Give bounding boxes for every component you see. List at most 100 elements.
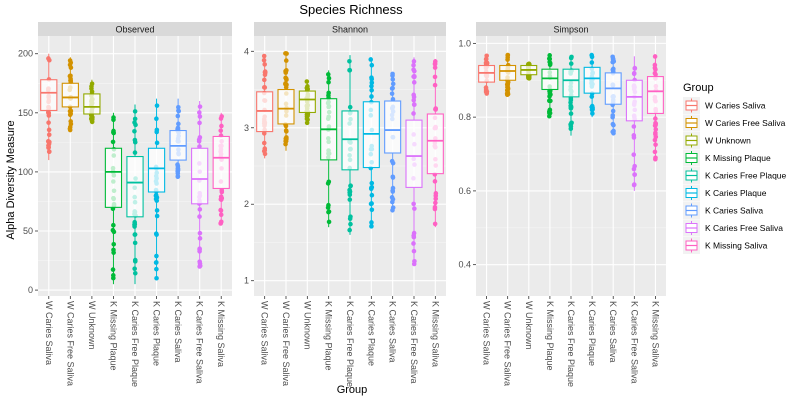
iqr-box <box>83 93 101 115</box>
data-point <box>132 128 137 134</box>
box-w-unknown <box>298 79 316 126</box>
x-tick-label: K Caries Saliva <box>608 301 618 363</box>
data-point <box>197 263 203 269</box>
strip-label: Shannon <box>332 25 368 35</box>
legend-item: K Caries Free Plaque <box>683 167 787 184</box>
iqr-box <box>341 110 359 171</box>
box-k-missing-plaque <box>541 53 559 119</box>
box-k-missing-plaque <box>320 70 338 228</box>
facet-panels: Observed 0 50 100 150 200 W Caries Saliva W Car… <box>18 22 666 387</box>
box-k-missing-saliva <box>212 112 230 226</box>
iqr-box <box>625 79 643 122</box>
data-point <box>652 70 658 76</box>
x-tick-label: W Caries Saliva <box>482 301 492 365</box>
legend-item: K Missing Saliva <box>683 237 768 254</box>
strip-label: Simpson <box>553 25 588 35</box>
data-point <box>283 81 288 87</box>
iqr-box <box>277 88 295 125</box>
data-point <box>369 192 375 198</box>
box-w-unknown <box>520 61 538 81</box>
panel-shannon: Shannon 1 2 3 4 W Caries Saliva W Caries Free … <box>244 22 446 387</box>
y-tick-label: 3 <box>244 123 249 133</box>
data-point <box>547 113 552 119</box>
x-tick-label: K Caries Free Saliva <box>629 301 639 384</box>
box-k-caries-saliva <box>604 54 622 136</box>
x-tick-label: K Caries Plaque <box>152 301 162 366</box>
data-point <box>390 205 396 210</box>
legend-label: W Unknown <box>705 136 751 146</box>
x-tick-label: K Caries Plaque <box>366 301 376 366</box>
box-k-missing-saliva <box>646 54 664 162</box>
data-point <box>154 208 160 213</box>
legend-label: K Missing Plaque <box>705 153 771 163</box>
legend-label: K Caries Free Plaque <box>705 171 787 181</box>
data-point <box>610 129 616 135</box>
box-k-caries-plaque <box>362 57 380 229</box>
data-point <box>631 124 637 129</box>
x-tick-label: W Unknown <box>87 301 97 350</box>
y-tick-label: 1 <box>244 276 249 286</box>
box-w-caries-saliva <box>478 53 496 96</box>
x-tick-label: W Unknown <box>524 301 534 350</box>
x-tick-label: K Missing Saliva <box>216 301 226 367</box>
x-tick-label: K Caries Plaque <box>587 301 597 366</box>
box-w-caries-free-saliva <box>277 51 295 151</box>
box-w-caries-saliva <box>40 53 58 161</box>
x-tick-label: W Caries Free Saliva <box>281 301 291 386</box>
data-point <box>304 79 310 84</box>
x-tick-label: K Caries Saliva <box>173 301 183 363</box>
legend-item: W Caries Saliva <box>683 97 766 114</box>
data-point <box>325 205 331 210</box>
data-point <box>411 241 416 246</box>
x-tick-label: W Caries Saliva <box>260 301 270 365</box>
data-point <box>390 81 396 87</box>
legend-label: K Missing Saliva <box>705 241 768 251</box>
box-k-caries-saliva <box>384 71 402 213</box>
chart-title: Species Richness <box>299 2 403 17</box>
box-k-caries-plaque <box>147 98 166 281</box>
strip-label: Observed <box>115 25 154 35</box>
y-tick-label: 0 <box>28 285 33 295</box>
panel-observed: Observed 0 50 100 150 200 W Caries Saliva W Car… <box>18 22 232 387</box>
iqr-box <box>147 147 166 193</box>
x-tick-label: K Caries Saliva <box>388 301 398 363</box>
y-tick-label: 200 <box>18 49 33 59</box>
y-tick-label: 0.8 <box>458 112 471 122</box>
y-tick-label: 50 <box>23 226 33 236</box>
y-tick-label: 2 <box>244 199 249 209</box>
y-tick-label: 150 <box>18 108 33 118</box>
box-k-caries-saliva <box>169 98 187 180</box>
legend-label: W Caries Saliva <box>705 101 766 111</box>
x-tick-label: W Unknown <box>302 301 312 350</box>
box-k-caries-free-saliva <box>405 57 423 267</box>
iqr-box <box>478 64 496 83</box>
y-tick-label: 1.0 <box>458 38 471 48</box>
legend: Group W Caries Saliva W Caries Free Saliv… <box>683 82 787 254</box>
strip-background <box>38 22 232 36</box>
iqr-box <box>405 119 423 188</box>
legend-label: K Caries Free Saliva <box>705 223 783 233</box>
data-point <box>348 183 353 188</box>
box-k-caries-free-plaque <box>126 104 144 285</box>
y-tick-label: 100 <box>18 167 33 177</box>
data-point <box>261 57 267 63</box>
x-tick-label: K Missing Plaque <box>108 301 118 371</box>
x-tick-label: K Caries Free Saliva <box>409 301 419 384</box>
iqr-box <box>384 100 402 154</box>
iqr-box <box>212 135 230 190</box>
x-tick-label: K Missing Plaque <box>545 301 555 371</box>
box-k-caries-free-plaque <box>341 55 359 235</box>
strip-background <box>254 22 446 36</box>
data-point <box>368 57 374 62</box>
data-point <box>325 181 331 186</box>
data-point <box>504 91 510 96</box>
x-tick-label: W Caries Free Saliva <box>503 301 513 386</box>
strip-background <box>476 22 666 36</box>
data-point <box>631 133 637 138</box>
data-point <box>262 69 268 74</box>
x-tick-label: K Missing Saliva <box>430 301 440 367</box>
legend-label: K Caries Saliva <box>705 206 763 216</box>
x-tick-label: K Caries Free Plaque <box>566 301 576 387</box>
legend-label: K Caries Plaque <box>705 188 767 198</box>
